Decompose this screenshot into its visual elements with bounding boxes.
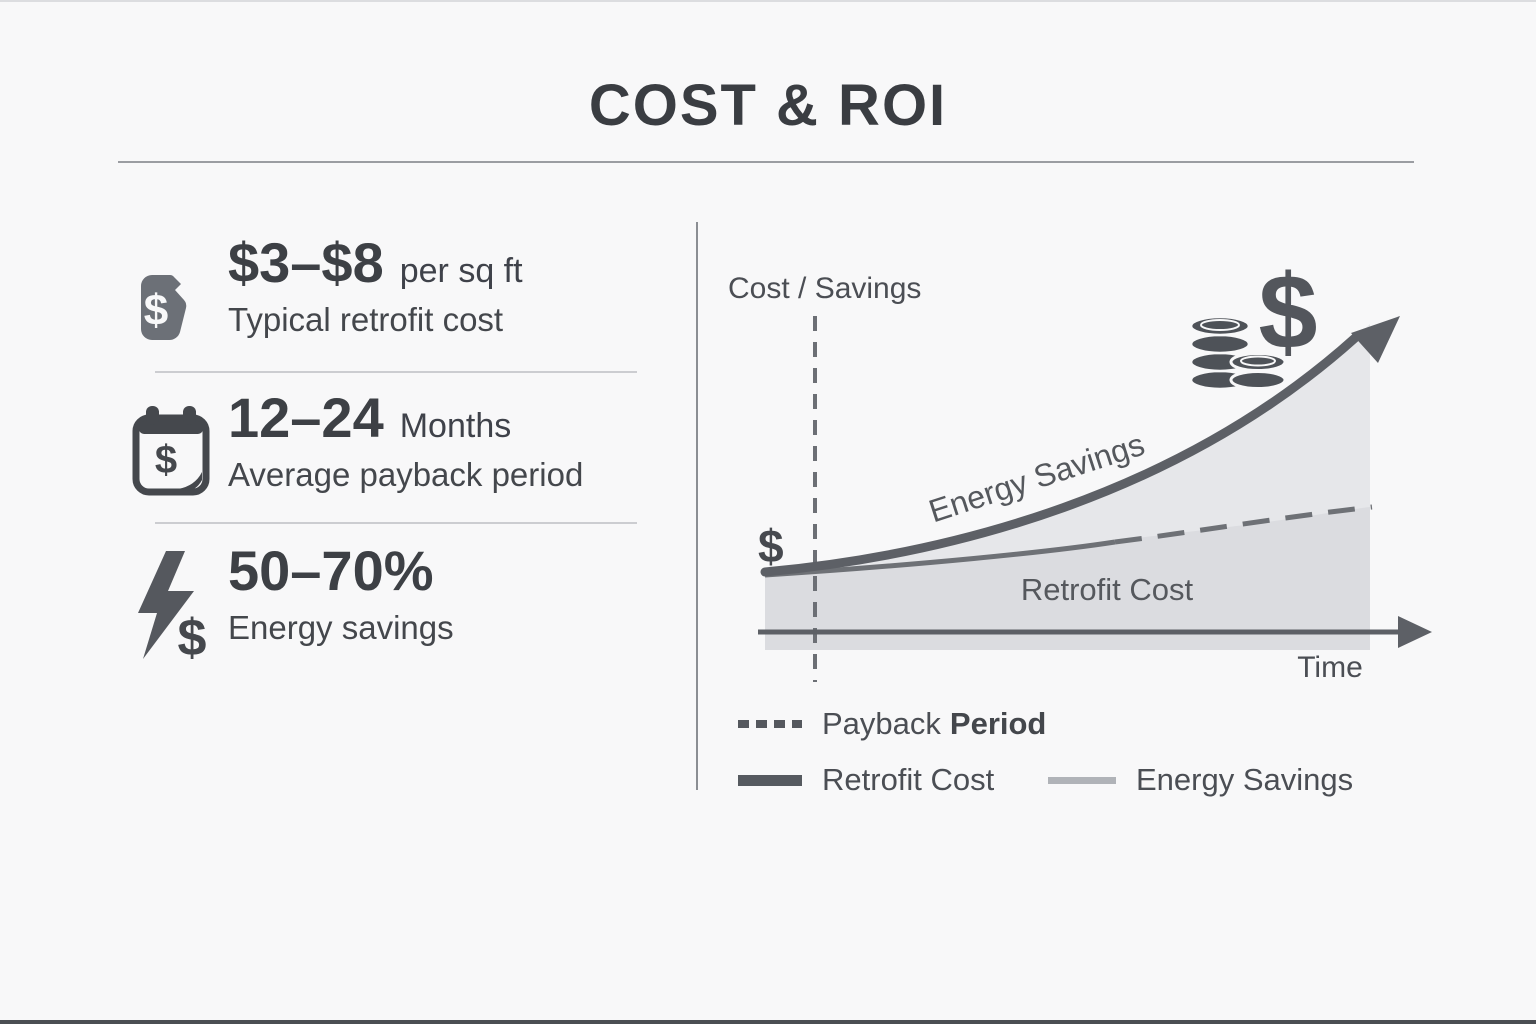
- retrofit-cost-label: Retrofit Cost: [1021, 572, 1194, 607]
- up-arrow-icon: [1351, 316, 1400, 363]
- energy-savings-curve: [760, 333, 1360, 577]
- stat-value: 50–70%: [228, 539, 434, 602]
- svg-text:$: $: [178, 609, 207, 665]
- panel-divider: [696, 222, 698, 790]
- stat-value: 12–24: [228, 386, 384, 449]
- svg-text:$: $: [155, 438, 177, 482]
- stat-label: Typical retrofit cost: [228, 301, 504, 338]
- legend-label: Retrofit Cost: [822, 762, 995, 797]
- svg-text:$: $: [144, 286, 168, 335]
- page-title: COST & ROI: [588, 73, 948, 138]
- stat-unit: per sq ft: [399, 252, 523, 290]
- retrofit-cost-line-dashed: [1114, 504, 1373, 545]
- solid-light-line-swatch: [1048, 776, 1116, 784]
- lightning-bolt-dollar-icon: $: [130, 543, 228, 670]
- dollar-icon: $: [1259, 253, 1318, 371]
- stat-divider: [155, 522, 637, 524]
- legend-label: Energy Savings: [1136, 762, 1354, 797]
- solid-dark-line-swatch: [738, 774, 802, 786]
- stat-unit: Months: [399, 407, 512, 445]
- legend-label-bold: Period: [949, 706, 1047, 741]
- bottom-edge-bar: [0, 1020, 1536, 1024]
- legend-payback-period: Payback Period: [738, 706, 1046, 742]
- stat-label: Average payback period: [228, 456, 584, 493]
- legend-label: Payback: [822, 706, 941, 741]
- stat-label: Energy savings: [228, 609, 454, 646]
- coins-icon: [1189, 315, 1287, 391]
- price-tag-dollar-icon: $: [130, 235, 228, 350]
- top-edge-line: [0, 0, 1536, 2]
- y-axis-label: Cost / Savings: [728, 272, 921, 305]
- legend-energy-savings: Energy Savings: [1048, 762, 1353, 798]
- x-axis-arrowhead: [1398, 616, 1432, 648]
- roi-chart: Cost / Savings $ $ Energy Savings Retrof…: [728, 253, 1432, 684]
- stat-value: $3–$8: [228, 231, 384, 294]
- calendar-dollar-icon: $: [130, 390, 228, 505]
- retrofit-cost-area: [765, 507, 1370, 650]
- retrofit-cost-line-solid: [764, 539, 1116, 578]
- dashed-line-swatch: [738, 720, 802, 728]
- energy-savings-area: [765, 324, 1370, 650]
- x-axis-label: Time: [1297, 651, 1363, 684]
- title-divider: [118, 161, 1414, 163]
- legend-retrofit-cost: Retrofit Cost: [738, 762, 994, 798]
- stat-divider: [155, 371, 637, 373]
- stat-retrofit-cost: $ $3–$8 per sq ft Typical retrofit cost: [130, 235, 523, 350]
- stat-payback-period: $ 12–24 Months Average payback period: [130, 390, 583, 505]
- stat-energy-savings: $ 50–70% Energy savings: [130, 543, 454, 670]
- origin-dollar-marker: $: [758, 520, 784, 572]
